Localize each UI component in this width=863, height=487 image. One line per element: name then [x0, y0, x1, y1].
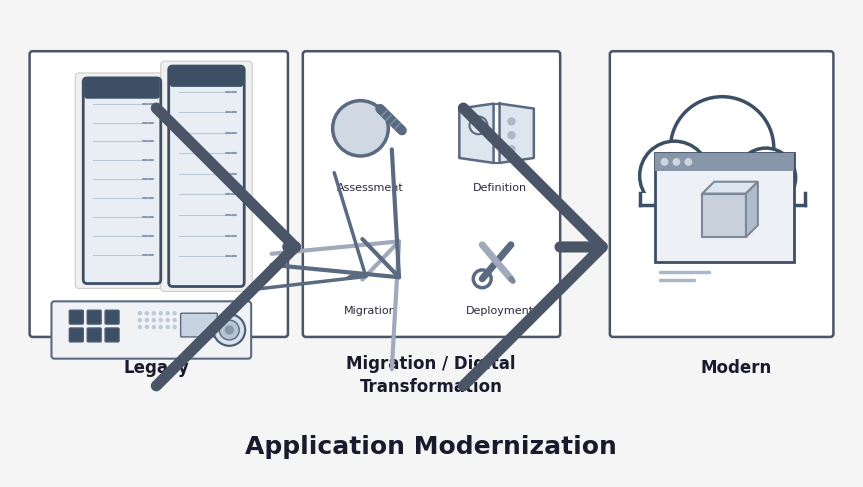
Polygon shape	[746, 182, 758, 237]
Circle shape	[508, 118, 515, 125]
Circle shape	[145, 325, 148, 329]
FancyBboxPatch shape	[69, 310, 83, 324]
Circle shape	[332, 101, 388, 156]
FancyBboxPatch shape	[87, 328, 101, 342]
Circle shape	[152, 312, 155, 315]
Circle shape	[145, 312, 148, 315]
FancyBboxPatch shape	[29, 51, 288, 337]
Circle shape	[225, 326, 233, 334]
Circle shape	[138, 318, 142, 321]
FancyBboxPatch shape	[161, 61, 252, 291]
Circle shape	[152, 325, 155, 329]
FancyBboxPatch shape	[168, 66, 244, 286]
FancyBboxPatch shape	[83, 78, 161, 283]
Circle shape	[213, 314, 245, 346]
FancyBboxPatch shape	[303, 51, 560, 337]
Circle shape	[173, 318, 176, 321]
Circle shape	[138, 312, 142, 315]
Text: Definition: Definition	[473, 183, 526, 193]
Circle shape	[160, 318, 162, 321]
Circle shape	[660, 158, 669, 166]
Circle shape	[152, 318, 155, 321]
Polygon shape	[702, 182, 758, 193]
FancyBboxPatch shape	[610, 51, 834, 337]
Bar	[654, 153, 794, 171]
Circle shape	[508, 146, 515, 152]
Circle shape	[138, 325, 142, 329]
Text: Application Modernization: Application Modernization	[245, 435, 617, 459]
Circle shape	[160, 325, 162, 329]
Circle shape	[684, 158, 692, 166]
Text: Modern: Modern	[701, 358, 772, 376]
FancyBboxPatch shape	[75, 73, 168, 288]
FancyBboxPatch shape	[654, 153, 794, 262]
Text: Migration / Digital
Transformation: Migration / Digital Transformation	[346, 355, 516, 396]
Circle shape	[167, 325, 169, 329]
Text: Assessment: Assessment	[337, 183, 404, 193]
Circle shape	[167, 318, 169, 321]
FancyBboxPatch shape	[105, 310, 119, 324]
FancyBboxPatch shape	[87, 310, 101, 324]
Circle shape	[173, 312, 176, 315]
Circle shape	[671, 97, 774, 200]
Circle shape	[672, 158, 680, 166]
FancyBboxPatch shape	[85, 80, 159, 98]
Polygon shape	[459, 104, 494, 163]
Circle shape	[639, 141, 709, 210]
Text: Legacy: Legacy	[124, 358, 190, 376]
Circle shape	[145, 318, 148, 321]
Polygon shape	[500, 104, 534, 163]
FancyBboxPatch shape	[171, 68, 243, 86]
Circle shape	[167, 312, 169, 315]
Circle shape	[219, 320, 239, 340]
FancyBboxPatch shape	[52, 301, 251, 358]
Circle shape	[160, 312, 162, 315]
Bar	[702, 193, 746, 237]
FancyBboxPatch shape	[69, 328, 83, 342]
Circle shape	[508, 132, 515, 139]
Circle shape	[736, 148, 796, 207]
Text: Migration: Migration	[344, 306, 397, 316]
FancyBboxPatch shape	[638, 192, 807, 232]
FancyBboxPatch shape	[180, 313, 217, 337]
FancyBboxPatch shape	[105, 328, 119, 342]
Text: Deployment: Deployment	[465, 306, 533, 316]
Circle shape	[173, 325, 176, 329]
